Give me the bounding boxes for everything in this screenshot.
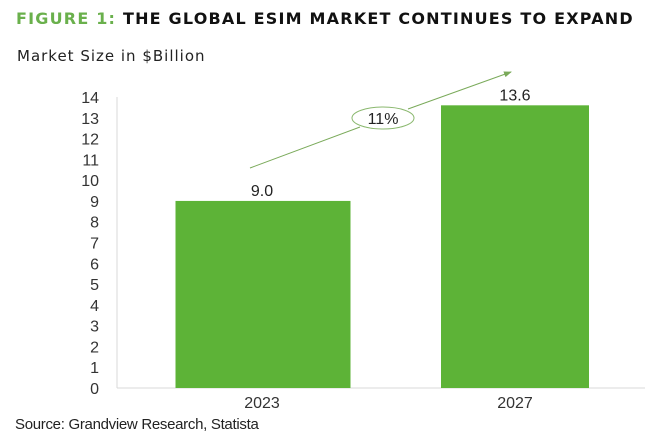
y-tick-label: 0: [90, 381, 99, 398]
y-tick-label: 5: [90, 277, 99, 294]
y-tick-label: 3: [90, 319, 99, 336]
y-tick-label: 10: [81, 173, 99, 190]
y-tick-label: 13: [81, 111, 99, 128]
growth-rate-ellipse: [351, 106, 415, 130]
trend-arrow-segment-2: [407, 71, 512, 110]
y-axis-label: Market Size in $Billion: [17, 47, 206, 65]
figure-title-text: THE GLOBAL ESIM MARKET CONTINUES TO EXPA…: [122, 9, 634, 28]
trend-arrow-segment-1: [249, 126, 361, 169]
y-tick-label: 14: [81, 90, 99, 107]
growth-trend-annotation: 11%: [249, 71, 512, 169]
y-tick-label: 11: [82, 152, 99, 169]
growth-rate-label: 11%: [368, 111, 399, 128]
y-tick-label: 6: [90, 256, 99, 273]
data-label: 13.6: [499, 87, 530, 104]
x-tick-label: 2027: [497, 395, 533, 412]
y-tick-label: 12: [81, 132, 99, 149]
bar-2027: [441, 105, 589, 389]
y-tick-label: 2: [90, 339, 99, 356]
y-tick-label: 4: [90, 298, 99, 315]
y-tick-label: 9: [90, 194, 99, 211]
figure-number: FIGURE 1:: [16, 9, 117, 28]
bar-2023: [175, 200, 351, 388]
source-note: Source: Grandview Research, Statista: [15, 416, 259, 433]
y-tick-label: 1: [90, 360, 99, 377]
figure-title: FIGURE 1: THE GLOBAL ESIM MARKET CONTINU…: [16, 9, 634, 28]
y-tick-label: 7: [90, 236, 99, 253]
y-tick-label: 8: [90, 215, 99, 232]
data-label: 9.0: [251, 183, 273, 200]
x-tick-label: 2023: [244, 395, 280, 412]
